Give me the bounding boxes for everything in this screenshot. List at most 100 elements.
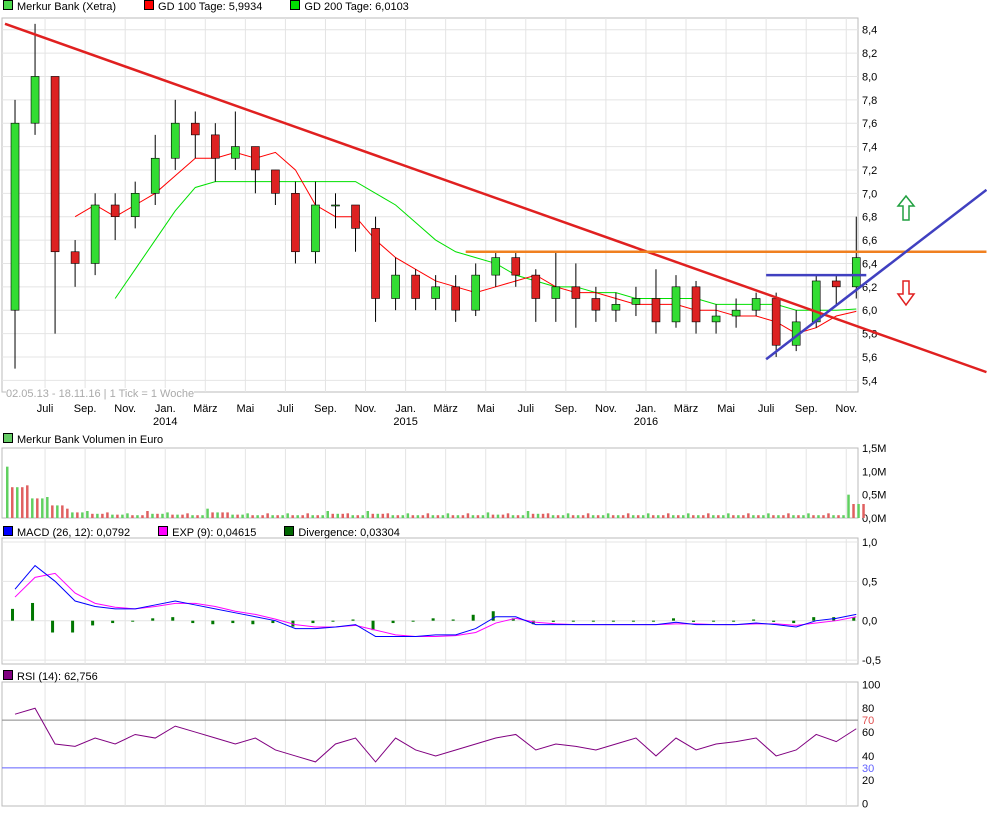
volume-bar (446, 513, 450, 518)
volume-bar (526, 511, 530, 518)
volume-bar (561, 515, 565, 518)
volume-bar (556, 515, 560, 518)
y-tick-label: 20 (862, 775, 874, 787)
y-tick-label: 7,0 (862, 188, 877, 200)
volume-bar (326, 511, 329, 518)
volume-bar (41, 498, 44, 518)
candle (371, 228, 380, 299)
y-tick-label: 8,0 (862, 71, 877, 83)
volume-bar (16, 487, 19, 518)
volume-bar (26, 485, 29, 518)
legend-swatch (284, 526, 295, 536)
volume-bar (707, 513, 710, 518)
volume-bar (541, 513, 545, 518)
volume-bar (847, 494, 850, 518)
divergence-bar (331, 620, 335, 622)
divergence-bar (571, 620, 575, 622)
candle (551, 286, 561, 299)
divergence-bar (812, 617, 816, 621)
legend-item: Merkur Bank (Xetra) (3, 0, 116, 13)
divergence-bar (211, 620, 215, 625)
candle (211, 134, 220, 159)
volume-bar (536, 513, 540, 518)
legend-item: GD 200 Tage: 6,0103 (290, 0, 409, 13)
volume-bar (376, 513, 380, 518)
volume-bar (36, 498, 39, 518)
volume-bar (832, 515, 835, 518)
volume-bar (661, 515, 665, 518)
divergence-bar (611, 620, 615, 622)
volume-bar (817, 515, 820, 518)
legend-item: GD 100 Tage: 5,9934 (144, 0, 262, 13)
y-tick-label: 6,4 (862, 258, 877, 270)
price-legend: Merkur Bank (Xetra) GD 100 Tage: 5,9934 GD… (3, 0, 437, 13)
legend-label: Divergence: 0,03304 (298, 527, 400, 539)
volume-bar (762, 515, 765, 518)
candle (711, 315, 721, 323)
volume-bar (261, 515, 264, 518)
legend-swatch (3, 670, 13, 680)
volume-bar (126, 513, 129, 518)
volume-bar (421, 515, 425, 518)
x-tick-label: Jan. (395, 403, 416, 415)
volume-bar (471, 515, 475, 518)
legend-item: Merkur Bank Volumen in Euro (3, 433, 163, 446)
panel-frame (1, 537, 859, 665)
volume-bar (461, 515, 465, 518)
y-tick-label: 7,2 (862, 165, 877, 177)
x-tick-label: Mai (477, 403, 495, 415)
volume-bar (176, 514, 179, 518)
candle (231, 146, 240, 159)
volume-bar (211, 512, 214, 518)
volume-bar (246, 513, 249, 518)
legend-item: EXP (9): 0,04615 (158, 526, 256, 539)
volume-bar (236, 514, 239, 518)
candle (751, 298, 761, 311)
volume-bar (341, 513, 345, 518)
x-tick-label: Jan. (155, 403, 176, 415)
candle (331, 204, 340, 207)
volume-bar (251, 515, 254, 518)
volume-bar (271, 515, 274, 518)
volume-bar (206, 508, 209, 518)
volume-bar (752, 515, 755, 518)
volume-bar (111, 514, 114, 518)
volume-bar (411, 515, 415, 518)
volume-bar (371, 513, 375, 518)
tick-info: 1 Tick = 1 Woche (109, 388, 195, 400)
candle (30, 76, 40, 124)
divergence-bar (471, 614, 475, 621)
panel-frame (1, 681, 859, 807)
volume-bar (416, 515, 420, 518)
volume-bar (91, 513, 94, 518)
rsi-line (14, 707, 857, 763)
volume-bar (436, 515, 440, 518)
volume-bar (581, 515, 585, 518)
y-tick-label: 0,5 (862, 576, 877, 588)
legend-label: RSI (14): 62,756 (17, 671, 98, 683)
y-tick-label: 6,0 (862, 305, 877, 317)
y-tick-label: 60 (862, 727, 874, 739)
volume-bar (71, 512, 74, 518)
divergence-bar (671, 618, 675, 621)
legend-item: Divergence: 0,03304 (284, 526, 400, 539)
volume-bar (777, 515, 780, 518)
x-tick-label: März (674, 403, 698, 415)
x-tick-label: Jan. (636, 403, 657, 415)
divergence-bar (391, 620, 395, 624)
divergence-bar (852, 617, 856, 621)
rsi-legend: RSI (14): 62,756 (3, 670, 126, 683)
volume-bar (516, 515, 520, 518)
volume-bar (717, 515, 720, 518)
candle (451, 286, 460, 311)
volume-bar (396, 515, 400, 518)
volume-bar (737, 515, 740, 518)
volume-bar (476, 515, 480, 518)
volume-bar (291, 515, 294, 518)
legend-item: MACD (26, 12): 0,0792 (3, 526, 130, 539)
divergence-bar (11, 608, 15, 621)
legend-label: Merkur Bank Volumen in Euro (17, 434, 164, 446)
y-tick-label: 1,0M (862, 466, 886, 478)
divergence-bar (651, 620, 655, 622)
volume-bar (106, 512, 109, 518)
